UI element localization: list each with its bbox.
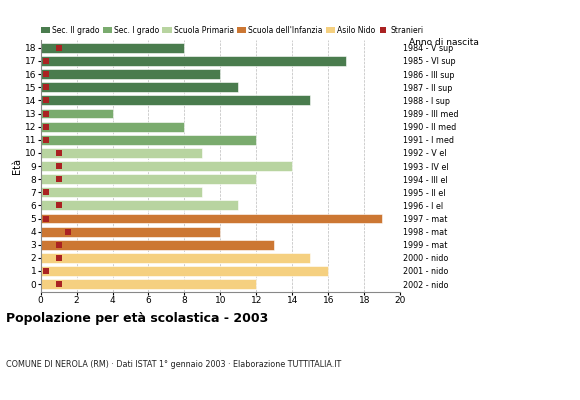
Bar (41, 214, 382, 224)
Bar (41, 108, 113, 118)
Text: COMUNE DI NEROLA (RM) · Dati ISTAT 1° gennaio 2003 · Elaborazione TUTTITALIA.IT: COMUNE DI NEROLA (RM) · Dati ISTAT 1° ge… (6, 360, 341, 369)
Bar (41, 200, 238, 210)
Bar (41, 135, 256, 145)
Bar (41, 148, 202, 158)
Bar (41, 69, 220, 79)
Y-axis label: Età: Età (12, 158, 22, 174)
Text: Anno di nascita: Anno di nascita (409, 38, 478, 47)
Bar (41, 82, 238, 92)
Bar (41, 279, 256, 289)
Legend: Sec. II grado, Sec. I grado, Scuola Primaria, Scuola dell'Infanzia, Asilo Nido, : Sec. II grado, Sec. I grado, Scuola Prim… (41, 26, 423, 35)
Bar (41, 187, 202, 197)
Bar (41, 161, 292, 171)
Bar (41, 174, 256, 184)
Bar (41, 122, 184, 132)
Bar (41, 96, 310, 105)
Bar (41, 227, 220, 236)
Bar (41, 240, 274, 250)
Bar (41, 266, 328, 276)
Bar (41, 253, 310, 263)
Bar (41, 56, 346, 66)
Bar (41, 43, 184, 53)
Text: Popolazione per età scolastica - 2003: Popolazione per età scolastica - 2003 (6, 312, 268, 325)
